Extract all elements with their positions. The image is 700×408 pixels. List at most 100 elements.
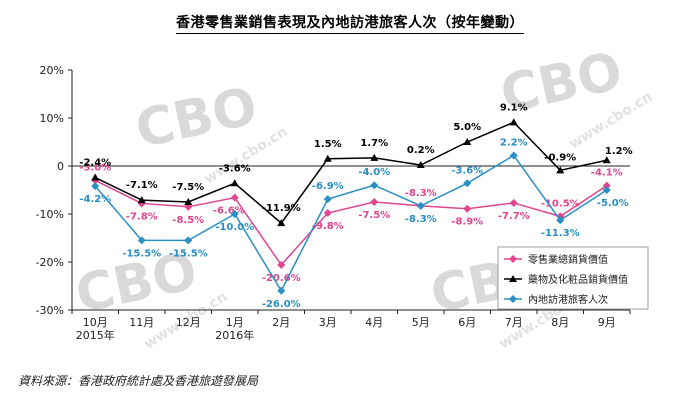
data-label: -4.2% [79, 194, 111, 205]
data-point [602, 186, 611, 194]
data-label: -15.5% [169, 248, 208, 259]
data-label: -8.3% [405, 214, 437, 225]
data-point [602, 181, 611, 190]
data-point [370, 198, 379, 206]
data-label: 1.5% [314, 139, 342, 150]
data-label: -7.7% [498, 211, 530, 222]
chart-title: 香港零售業銷售表現及內地訪港旅客人次（按年變動） [0, 12, 700, 34]
data-label: -4.1% [591, 168, 623, 179]
x-tick-label: 8月 [551, 316, 569, 329]
data-point [230, 193, 239, 202]
x-tick-label: 4月 [365, 316, 383, 329]
x-tick-label: 5月 [412, 316, 430, 329]
data-point [137, 236, 146, 245]
y-tick-label: 10% [40, 112, 64, 125]
x-tick-label: 9月 [598, 316, 616, 329]
data-point [91, 173, 100, 181]
data-label: -10.0% [215, 222, 254, 233]
x-tick-label: 1月 [226, 316, 244, 329]
data-label: -7.1% [126, 180, 158, 191]
y-tick-label: 0 [57, 160, 64, 173]
data-label: -8.5% [172, 215, 204, 226]
data-label: -10.5% [541, 198, 580, 209]
data-label: -8.9% [451, 217, 483, 228]
x-tick-label: 10月 [83, 316, 108, 329]
data-label: 1.7% [360, 138, 388, 149]
data-point [602, 156, 611, 164]
data-label: -7.8% [126, 211, 158, 222]
y-tick-label: -10% [36, 208, 64, 221]
legend-swatch-marker [509, 295, 517, 303]
data-point [416, 161, 425, 169]
data-point [277, 286, 286, 295]
data-point [91, 182, 100, 191]
data-label: -8.3% [405, 188, 437, 199]
legend-label: 藥物及化粧品銷貨價值 [528, 273, 628, 286]
data-label: 2.2% [500, 137, 528, 148]
x-tick-label: 6月 [458, 316, 476, 329]
data-point [323, 195, 332, 204]
data-point [370, 153, 379, 161]
data-point [509, 151, 518, 160]
data-point [556, 166, 565, 174]
legend-box [497, 246, 649, 310]
data-point [137, 196, 146, 204]
data-label: 0.2% [407, 145, 435, 156]
data-point [370, 181, 379, 190]
data-point [463, 204, 472, 213]
y-tick-label: 20% [40, 64, 64, 77]
data-point [277, 260, 286, 269]
data-label: -7.5% [172, 182, 204, 193]
series-line [94, 154, 608, 293]
data-label: -11.9% [262, 203, 301, 214]
data-point [230, 179, 239, 187]
x-tick-label: 2月 [272, 316, 290, 329]
data-label: -0.9% [544, 152, 576, 163]
data-label: -2.4% [79, 158, 111, 169]
data-point [277, 219, 286, 227]
data-label: -26.0% [262, 299, 301, 310]
data-point [509, 118, 518, 126]
data-point [463, 179, 472, 188]
data-label: 5.0% [453, 122, 481, 133]
data-point [463, 138, 472, 145]
data-label: -5.0% [597, 198, 629, 209]
data-label: -20.6% [262, 273, 301, 284]
data-point [416, 201, 425, 210]
x-tick-label: 3月 [319, 316, 337, 329]
legend-swatch-marker [509, 255, 517, 263]
source-note: 資料來源：香港政府統計處及香港旅遊發展局 [18, 374, 259, 388]
data-point [323, 209, 332, 218]
data-label: 9.1% [500, 102, 528, 113]
data-label: -15.5% [122, 248, 161, 259]
x-tick-label: 2016年 [215, 328, 254, 342]
y-tick-label: -30% [36, 304, 64, 317]
series-line [94, 179, 608, 267]
data-point [230, 210, 239, 218]
data-point [556, 216, 565, 225]
data-label: -3.6% [451, 165, 483, 176]
x-tick-label: 11月 [129, 316, 154, 329]
x-tick-label: 12月 [176, 316, 201, 329]
data-label: -11.3% [541, 228, 580, 239]
x-tick-label: 7月 [505, 316, 523, 329]
data-label: -4.0% [358, 167, 390, 178]
data-label: -7.5% [358, 210, 390, 221]
data-label: -3.0% [79, 162, 111, 173]
data-label: -9.8% [312, 221, 344, 232]
data-label: 1.2% [605, 146, 633, 157]
data-point [184, 198, 193, 205]
legend-swatch-marker [509, 275, 517, 282]
data-label: -3.6% [219, 163, 251, 174]
data-point [184, 236, 193, 245]
x-tick-label: 2015年 [76, 328, 115, 342]
series-line [94, 121, 607, 225]
data-label: -6.6% [213, 206, 245, 217]
data-point [509, 198, 518, 207]
legend-label: 零售業總銷貨價值 [528, 253, 608, 266]
y-tick-label: -20% [36, 256, 64, 269]
data-label: -6.9% [312, 181, 344, 192]
legend-label: 內地訪港旅客人次 [528, 293, 608, 306]
